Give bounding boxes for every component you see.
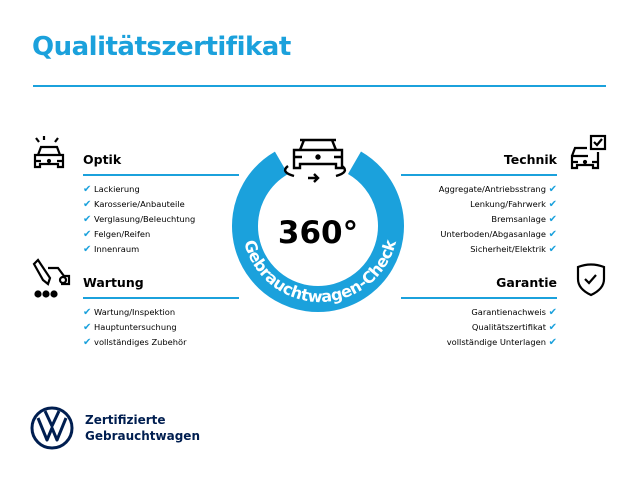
section-divider [83,297,239,299]
section-wartung: Wartung ✔ Wartung/Inspektion ✔ Hauptunte… [83,274,239,350]
list-item: Sicherheit/Elektrik ✔ [470,244,557,255]
section-divider [401,174,557,176]
check-icon: ✔ [83,229,92,240]
section-garantie: Garantie Garantienachweis ✔ Qualitätszer… [401,274,557,350]
check-icon: ✔ [83,199,92,210]
list-item: ✔ vollständiges Zubehör [83,337,187,348]
section-heading: Wartung [83,275,144,290]
section-heading: Optik [83,152,122,167]
list-item: Garantienachweis ✔ [471,307,557,318]
list-item: Aggregate/Antriebsstrang ✔ [438,184,557,195]
check-icon: ✔ [548,307,557,318]
check-icon: ✔ [548,337,557,348]
list-item: Bremsanlage ✔ [491,214,557,225]
section-divider [83,174,239,176]
check-icon: ✔ [83,244,92,255]
list-item: ✔ Innenraum [83,244,140,255]
car-check-icon [570,134,607,170]
list-item: ✔ Hauptuntersuchung [83,322,177,333]
maintenance-icon [32,258,71,298]
title-divider [33,85,606,87]
check-icon: ✔ [83,337,92,348]
badge-ring [232,140,404,312]
list-item: vollständige Unterlagen ✔ [446,337,557,348]
section-technik: Technik Aggregate/Antriebsstrang ✔ Lenku… [401,151,557,257]
list-item: Qualitätszertifikat ✔ [471,322,557,333]
car-lights-icon [33,136,65,169]
list-item: ✔ Wartung/Inspektion [83,307,176,318]
check-icon: ✔ [548,184,557,195]
check-icon: ✔ [548,199,557,210]
section-heading: Garantie [496,275,557,290]
check-icon: ✔ [83,214,92,225]
360-check-badge: 360° Gebrauchtwagen-Check [232,138,404,312]
page-title: Qualitätszertifikat [32,32,291,62]
logo-text: Zertifizierte Gebrauchtwagen [85,413,200,443]
check-icon: ✔ [548,244,557,255]
check-icon: ✔ [83,184,92,195]
list-item: Lenkung/Fahrwerk ✔ [470,199,557,210]
check-icon: ✔ [83,322,92,333]
section-heading: Technik [503,152,557,167]
section-divider [401,297,557,299]
list-item: ✔ Verglasung/Beleuchtung [83,214,196,225]
shield-check-icon [576,263,606,297]
check-icon: ✔ [548,229,557,240]
vw-logo [30,406,74,450]
list-item: ✔ Felgen/Reifen [83,229,151,240]
list-item: ✔ Karosserie/Anbauteile [83,199,185,210]
list-item: Unterboden/Abgasanlage ✔ [440,229,557,240]
section-optik: Optik ✔ Lackierung ✔ Karosserie/Anbautei… [83,151,239,257]
list-item: ✔ Lackierung [83,184,140,195]
check-icon: ✔ [83,307,92,318]
check-icon: ✔ [548,322,557,333]
car-360-icon [283,138,347,183]
badge-360-label: 360° [278,215,358,251]
check-icon: ✔ [548,214,557,225]
